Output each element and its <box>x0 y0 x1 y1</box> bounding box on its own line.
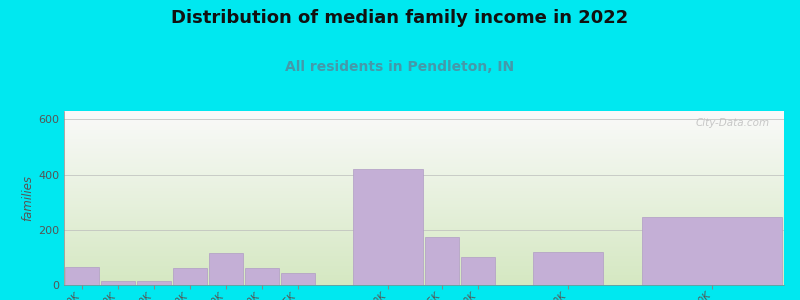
Text: Distribution of median family income in 2022: Distribution of median family income in … <box>171 9 629 27</box>
Text: City-Data.com: City-Data.com <box>695 118 770 128</box>
Bar <box>137 281 171 285</box>
Bar <box>425 237 459 285</box>
Bar <box>533 252 603 285</box>
Bar <box>245 268 279 285</box>
Bar <box>281 273 315 285</box>
Bar <box>461 257 495 285</box>
Bar <box>173 268 207 285</box>
Bar <box>101 281 135 285</box>
Bar <box>65 267 99 285</box>
Bar <box>642 217 782 285</box>
Y-axis label: families: families <box>21 175 34 221</box>
Bar <box>209 253 243 285</box>
Bar <box>353 169 423 285</box>
Text: All residents in Pendleton, IN: All residents in Pendleton, IN <box>286 60 514 74</box>
